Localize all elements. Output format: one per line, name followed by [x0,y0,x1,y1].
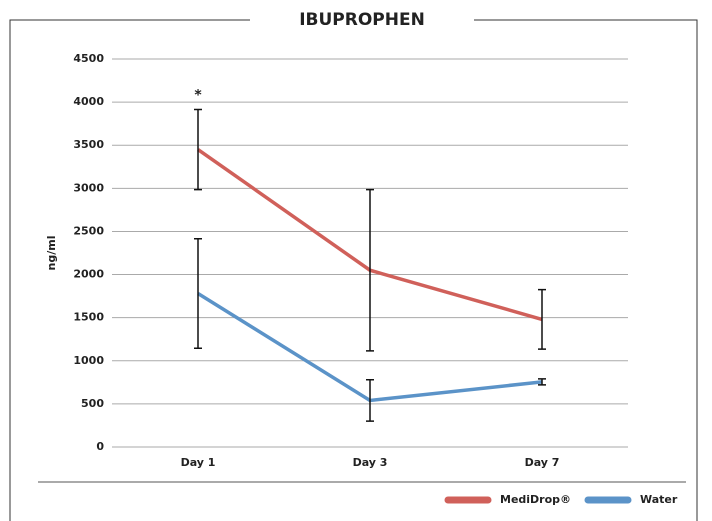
y-tick-label: 0 [96,440,104,453]
y-tick-label: 500 [81,397,104,410]
error-bar [194,238,202,350]
y-tick-label: 4500 [73,52,104,65]
x-tick-label: Day 1 [181,456,216,469]
error-bar [538,378,546,386]
y-tick-label: 4000 [73,95,104,108]
y-tick-label: 2000 [73,268,104,281]
y-tick-label: 1500 [73,311,104,324]
error-bar [538,288,546,350]
chart-title: IBUPROPHEN [299,10,425,30]
error-bar [366,188,374,352]
error-bar [194,108,202,191]
legend-label: MediDrop® [500,493,571,506]
x-tick-label: Day 3 [353,456,388,469]
y-tick-label: 3000 [73,181,104,194]
legend-label: Water [640,493,678,506]
frame [9,19,698,521]
error-bar [366,378,374,422]
y-axis-label: ng/ml [45,236,58,271]
y-tick-label: 3500 [73,138,104,151]
x-tick-label: Day 7 [525,456,560,469]
annotation: * [194,87,202,103]
y-tick-label: 1000 [73,354,104,367]
y-tick-label: 2500 [73,224,104,237]
